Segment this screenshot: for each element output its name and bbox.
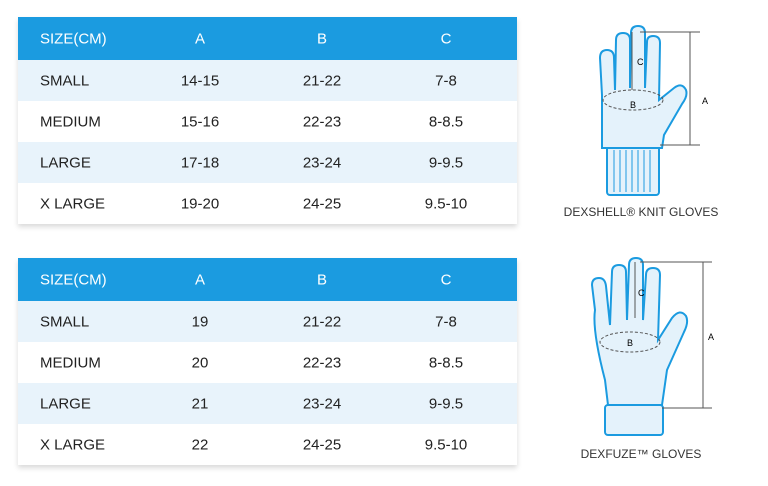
table-cell: 23-24 <box>302 395 342 412</box>
header-cell: A <box>194 271 206 288</box>
table-row: SMALL 14-15 21-22 7-8 <box>18 60 517 101</box>
glove-caption: DEXSHELL® KNIT GLOVES <box>564 205 719 219</box>
measure-lines <box>634 261 712 409</box>
table-cell: 17-18 <box>180 154 220 171</box>
table-cell: 9.5-10 <box>424 195 468 212</box>
knit-glove <box>598 24 688 196</box>
table-row: LARGE 17-18 23-24 9-9.5 <box>18 142 517 183</box>
table-cell: LARGE <box>40 154 91 171</box>
table-cell: 9.5-10 <box>424 436 468 453</box>
measure-lines <box>631 31 700 146</box>
header-cell: SIZE(CM) <box>40 30 107 47</box>
table-cell: 21-22 <box>302 72 342 89</box>
table-cell: X LARGE <box>40 195 106 212</box>
table-row: LARGE 21 23-24 9-9.5 <box>18 383 517 424</box>
glove-label: A <box>702 96 708 106</box>
glove-diagrams: A B C DEXSHELL® KNIT GLOVES A B C DEXFUZ… <box>564 24 719 461</box>
size-table: SIZE(CM) A B C SMALL 14-15 21-22 7-8 MEDIUM 15-16… <box>18 17 517 224</box>
table-cell: 21 <box>191 395 209 412</box>
table-cell: 22-23 <box>302 113 342 130</box>
glove-label: C <box>638 288 645 298</box>
table-cell: LARGE <box>40 395 91 412</box>
table-row: SMALL 19 21-22 7-8 <box>18 301 517 342</box>
glove-label: B <box>627 338 633 348</box>
table-cell: MEDIUM <box>40 354 101 371</box>
table-row: X LARGE 22 24-25 9.5-10 <box>18 424 517 465</box>
glove-label: A <box>708 332 714 342</box>
table-cell: 19 <box>191 313 209 330</box>
table-cell: SMALL <box>40 72 90 89</box>
table-cell: 22 <box>191 436 209 453</box>
table-cell: MEDIUM <box>40 113 101 130</box>
table-row: MEDIUM 20 22-23 8-8.5 <box>18 342 517 383</box>
table-cell: 14-15 <box>180 72 220 89</box>
header-cell: B <box>316 30 328 47</box>
header-cell: A <box>194 30 206 47</box>
table-cell: X LARGE <box>40 436 106 453</box>
table-cell: 23-24 <box>302 154 342 171</box>
table-cell: 24-25 <box>302 436 342 453</box>
table-row: MEDIUM 15-16 22-23 8-8.5 <box>18 101 517 142</box>
header-row: SIZE(CM) A B C <box>18 258 517 301</box>
glove-caption: DEXFUZE™ GLOVES <box>581 447 702 461</box>
table-cell: 15-16 <box>180 113 220 130</box>
table-row: X LARGE 19-20 24-25 9.5-10 <box>18 183 517 224</box>
header-cell: C <box>440 271 452 288</box>
glove-label: B <box>630 100 636 110</box>
table-cell: 22-23 <box>302 354 342 371</box>
table-cell: 19-20 <box>180 195 220 212</box>
glove-label: C <box>637 57 644 67</box>
table-cell: 24-25 <box>302 195 342 212</box>
table-cell: 8-8.5 <box>428 113 464 130</box>
size-table: SIZE(CM) A B C SMALL 19 21-22 7-8 MEDIUM 20 22-23 8… <box>18 258 517 465</box>
table-cell: SMALL <box>40 313 90 330</box>
header-cell: C <box>440 30 452 47</box>
table-cell: 20 <box>191 354 209 371</box>
table-cell: 8-8.5 <box>428 354 464 371</box>
table-cell: 7-8 <box>435 313 457 330</box>
fuze-glove <box>590 256 689 436</box>
header-cell: B <box>316 271 328 288</box>
header-row: SIZE(CM) A B C <box>18 17 517 60</box>
table-cell: 9-9.5 <box>428 395 464 412</box>
header-cell: SIZE(CM) <box>40 271 107 288</box>
table-cell: 7-8 <box>435 72 457 89</box>
table-cell: 21-22 <box>302 313 342 330</box>
table-cell: 9-9.5 <box>428 154 464 171</box>
